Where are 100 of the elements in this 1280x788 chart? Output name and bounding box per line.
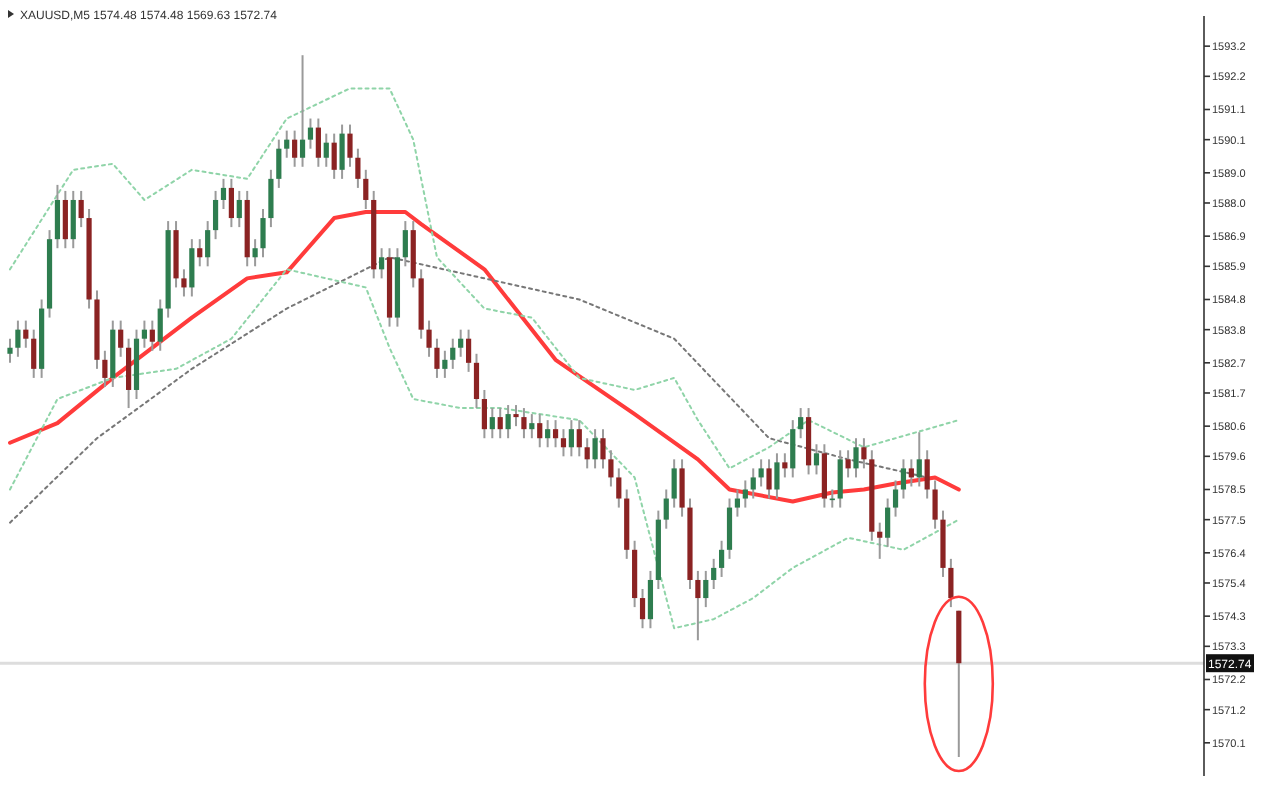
candlestick: [845, 449, 851, 479]
candlestick: [679, 458, 685, 518]
candlestick: [576, 419, 582, 458]
candlestick: [126, 337, 132, 410]
line-series: [9, 268, 960, 630]
candlestick: [252, 238, 258, 268]
candlestick: [663, 488, 669, 530]
candlestick: [932, 479, 938, 530]
candlestick: [489, 407, 495, 440]
candlestick: [529, 413, 535, 440]
candlestick: [711, 557, 717, 591]
candlestick: [220, 177, 227, 211]
candlestick: [584, 437, 590, 470]
candlestick: [299, 54, 306, 168]
candlestick: [639, 588, 646, 630]
candlestick: [181, 268, 187, 298]
candlestick: [853, 437, 859, 479]
candlestick: [821, 443, 827, 509]
candlestick: [426, 319, 432, 358]
candlestick: [671, 458, 677, 509]
candlestick: [774, 452, 780, 500]
candlestick: [497, 407, 503, 440]
candlestick: [600, 428, 606, 470]
line-series: [9, 87, 960, 470]
candlestick: [458, 328, 464, 358]
candlestick: [948, 557, 954, 609]
candlestick: [719, 539, 725, 578]
candlestick: [813, 443, 820, 476]
candlestick: [521, 407, 527, 440]
candlestick: [355, 147, 361, 189]
candlestick: [228, 177, 234, 229]
candlestick: [647, 569, 654, 630]
candlestick: [102, 349, 108, 388]
candlestick: [703, 569, 709, 609]
candlestick: [197, 238, 203, 268]
candlestick: [54, 183, 61, 250]
candlestick: [892, 479, 899, 518]
candlestick: [62, 189, 68, 250]
candlestick: [7, 337, 13, 364]
candlestick: [23, 319, 29, 349]
candlestick: [268, 168, 274, 229]
candlestick: [861, 437, 867, 470]
candlestick: [31, 328, 37, 379]
candlestick: [742, 479, 748, 509]
candlestick: [481, 388, 487, 440]
line-series: [8, 210, 961, 504]
candlestick: [592, 428, 598, 470]
candlestick: [141, 319, 148, 349]
candlestick: [205, 220, 211, 268]
candlestick: [363, 168, 369, 211]
candlestick: [782, 452, 788, 479]
candlestick: [560, 428, 567, 458]
candlestick: [260, 208, 266, 259]
candlestick: [513, 404, 519, 428]
candlestick: [924, 449, 930, 500]
candlestick: [568, 419, 574, 458]
candlestick: [402, 220, 408, 268]
candlestick: [465, 328, 472, 373]
candlestick: [347, 123, 353, 168]
candlestick: [118, 319, 124, 358]
candlestick: [885, 497, 891, 548]
candlestick: [189, 238, 195, 298]
candlestick: [908, 458, 914, 488]
candlestick: [552, 419, 559, 449]
candlestick: [315, 117, 321, 168]
candlestick: [726, 497, 733, 560]
candlestick: [434, 337, 440, 379]
candlestick: [537, 413, 543, 449]
candlestick: [473, 352, 480, 410]
candlestick: [790, 419, 796, 479]
candlestick: [292, 129, 298, 168]
candlestick: [900, 458, 907, 500]
candlestick: [442, 349, 448, 379]
candlestick: [276, 138, 282, 189]
candlestick: [608, 449, 614, 488]
candlestick: [734, 488, 741, 518]
candlestick: [545, 419, 551, 449]
candlestick: [331, 132, 337, 180]
candlestick: [149, 319, 155, 352]
candlestick: [758, 458, 764, 488]
candlestick: [837, 449, 843, 509]
candlestick: [450, 337, 456, 370]
candlestick: [916, 431, 922, 488]
candlestick: [157, 298, 163, 352]
candlestick: [798, 407, 804, 440]
candlestick: [236, 189, 242, 229]
candlestick: [284, 129, 290, 159]
candlestick: [766, 458, 772, 500]
line-series: [9, 256, 929, 524]
candlestick: [877, 521, 883, 560]
candlestick: [750, 467, 756, 500]
candlestick: [505, 404, 511, 440]
candlestick: [307, 117, 314, 150]
candlestick: [616, 467, 622, 509]
candlestick: [323, 132, 329, 168]
candlestick: [78, 189, 84, 229]
candlestick: [695, 569, 701, 642]
candlestick: [15, 319, 21, 358]
candlestick: [339, 123, 345, 180]
candlestick: [70, 189, 76, 250]
